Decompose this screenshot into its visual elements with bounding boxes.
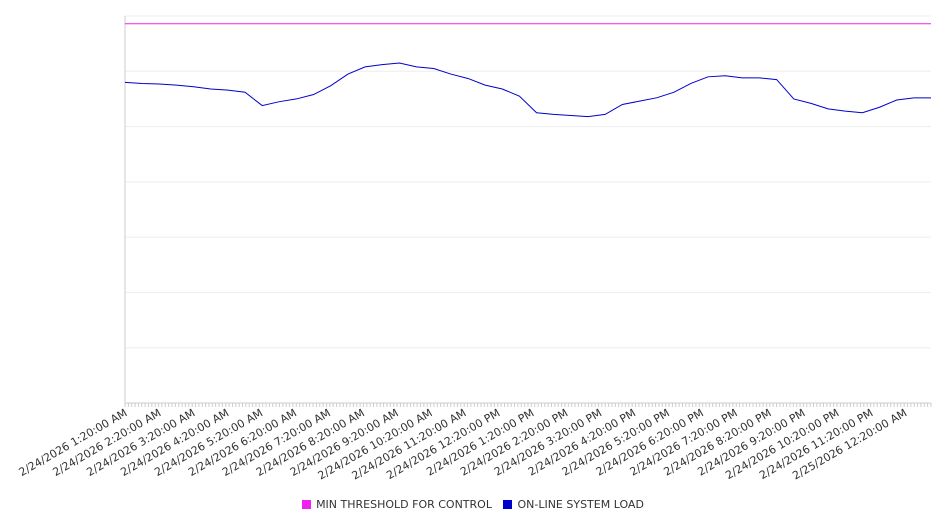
legend-label-min-threshold: MIN THRESHOLD FOR CONTROL: [316, 498, 492, 511]
series-line-online-system-load: [124, 62, 931, 118]
legend-label-online-system-load: ON-LINE SYSTEM LOAD: [517, 498, 644, 511]
legend-swatch-min-threshold: [302, 500, 312, 509]
legend-swatch-online-system-load: [503, 500, 513, 509]
x-axis-minor-ticks: [124, 403, 932, 407]
legend: MIN THRESHOLD FOR CONTROL ON-LINE SYSTEM…: [0, 498, 946, 511]
legend-item-min-threshold[interactable]: MIN THRESHOLD FOR CONTROL: [302, 498, 492, 511]
gridlines: [125, 15, 931, 349]
series-layer: [124, 23, 931, 118]
x-tick-labels: 2/24/2026 1:20:00 AM2/24/2026 2:20:00 AM…: [17, 406, 910, 482]
legend-item-online-system-load[interactable]: ON-LINE SYSTEM LOAD: [503, 498, 644, 511]
